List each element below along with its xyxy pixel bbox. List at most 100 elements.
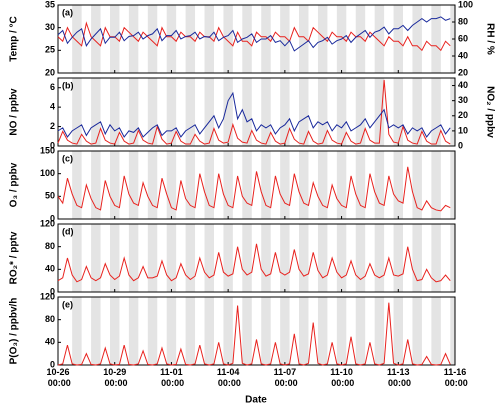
y2-tick-label: 100 — [458, 0, 473, 9]
night-band — [336, 151, 347, 219]
night-band — [109, 297, 120, 365]
night-band — [204, 151, 214, 219]
night-band — [412, 151, 422, 219]
y-tick-label: 80 — [45, 314, 55, 324]
y-axis-label: P(O₃) / ppbv/h — [9, 298, 20, 365]
night-band — [355, 224, 366, 292]
night-band — [166, 5, 177, 73]
panel-frame — [57, 296, 456, 366]
y2-tick-label: 0 — [458, 140, 463, 150]
night-band — [431, 5, 441, 73]
y-tick-label: 30 — [45, 22, 55, 32]
panel-label: (a) — [62, 7, 73, 17]
panel-frame — [57, 150, 456, 220]
series-line — [57, 243, 451, 283]
night-band — [128, 297, 139, 365]
y-axis-label: RO₂* / pptv — [9, 231, 20, 284]
night-band — [450, 297, 455, 365]
night-band — [299, 151, 309, 219]
night-band — [223, 78, 233, 146]
night-band — [147, 78, 158, 146]
night-band — [431, 224, 441, 292]
y2-tick-label: 40 — [458, 50, 468, 60]
night-band — [355, 297, 366, 365]
night-band — [166, 78, 177, 146]
night-band — [147, 151, 158, 219]
series-line — [57, 16, 451, 52]
x-tick-label: 11-16 00:00 — [442, 367, 468, 388]
y2-tick-label: 10 — [458, 125, 468, 135]
night-band — [242, 5, 252, 73]
y-axis-label: O₃ / ppbv — [9, 162, 20, 207]
y2-axis-label: RH / % — [484, 23, 495, 55]
y-axis-label: Temp / °C — [9, 16, 20, 61]
night-band — [72, 224, 82, 292]
night-band — [261, 78, 271, 146]
y-tick-label: 20 — [45, 67, 55, 77]
x-tick-label: 11-13 00:00 — [386, 367, 412, 388]
night-band — [299, 297, 309, 365]
y2-axis-label: NO₂ / ppbv — [484, 86, 495, 138]
night-band — [374, 5, 385, 73]
night-band — [412, 5, 422, 73]
y-tick-label: 0 — [50, 213, 55, 223]
panel-label: (d) — [62, 226, 74, 236]
series-line — [57, 166, 451, 212]
night-band — [223, 297, 233, 365]
night-band — [261, 151, 271, 219]
night-band — [223, 5, 233, 73]
x-tick-label: 10-26 00:00 — [45, 367, 71, 388]
night-band — [166, 297, 177, 365]
night-band — [412, 297, 422, 365]
y2-tick-label: 60 — [458, 33, 468, 43]
night-band — [109, 5, 120, 73]
night-band — [91, 297, 101, 365]
y-tick-label: 40 — [45, 337, 55, 347]
night-band — [336, 297, 347, 365]
night-band — [317, 297, 328, 365]
y-tick-label: 150 — [40, 145, 55, 155]
x-tick-label: 11-04 00:00 — [215, 367, 241, 388]
y-tick-label: 100 — [40, 168, 55, 178]
night-band — [299, 5, 309, 73]
night-band — [72, 78, 82, 146]
night-band — [280, 151, 290, 219]
night-band — [336, 78, 347, 146]
night-band — [109, 151, 120, 219]
night-band — [393, 151, 404, 219]
series-line — [57, 302, 451, 366]
y-tick-label: 35 — [45, 0, 55, 9]
y-tick-label: 120 — [40, 291, 55, 301]
night-band — [431, 297, 441, 365]
night-band — [204, 78, 214, 146]
night-band — [128, 224, 139, 292]
night-band — [166, 151, 177, 219]
night-band — [317, 5, 328, 73]
y-tick-label: 2 — [50, 121, 55, 131]
night-band — [450, 78, 455, 146]
night-band — [317, 151, 328, 219]
x-tick-label: 10-29 00:00 — [102, 367, 128, 388]
night-band — [450, 151, 455, 219]
night-band — [336, 224, 347, 292]
night-band — [204, 5, 214, 73]
y2-tick-label: 20 — [458, 67, 468, 77]
y-axis-label: NO / ppbv — [9, 88, 20, 136]
y-tick-label: 0 — [50, 140, 55, 150]
night-band — [185, 297, 196, 365]
panel-frame — [57, 223, 456, 293]
night-band — [166, 224, 177, 292]
y2-tick-label: 40 — [458, 80, 468, 90]
night-band — [223, 224, 233, 292]
night-band — [374, 151, 385, 219]
y-tick-label: 40 — [45, 264, 55, 274]
y2-tick-label: 20 — [458, 110, 468, 120]
y-tick-label: 80 — [45, 241, 55, 251]
y-tick-label: 0 — [50, 286, 55, 296]
night-band — [299, 224, 309, 292]
y-tick-label: 120 — [40, 218, 55, 228]
night-band — [128, 5, 139, 73]
night-band — [109, 78, 120, 146]
night-band — [393, 297, 404, 365]
y-tick-label: 0 — [50, 359, 55, 369]
